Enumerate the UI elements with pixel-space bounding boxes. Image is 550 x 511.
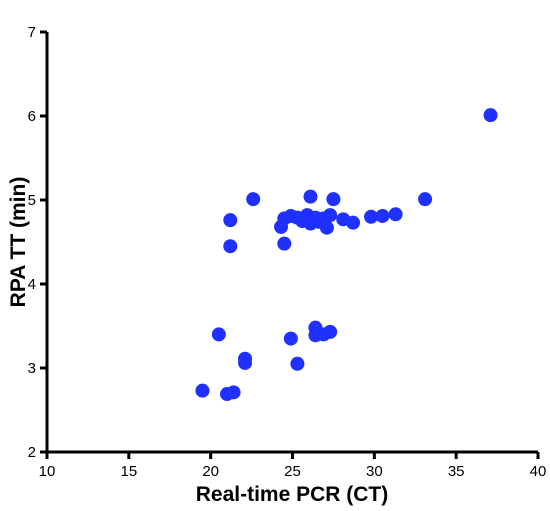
x-axis-ticks: 10 15 20 25 30 35 40 [39,452,547,480]
y-axis-title: RPA TT (min) [7,177,30,308]
scatter-point [277,236,292,251]
axes [45,32,538,454]
y-tick-label: 2 [28,444,36,461]
x-tick-label: 35 [448,463,465,480]
scatter-point [283,331,298,346]
scatter-point [195,383,210,398]
data-points [195,108,498,402]
scatter-point [246,192,261,207]
y-tick-label: 4 [28,276,36,293]
x-tick-label: 40 [530,463,547,480]
scatter-point [323,208,338,223]
x-tick-label: 20 [202,463,219,480]
scatter-point [211,327,226,342]
scatter-point [223,239,238,254]
scatter-point [226,385,241,400]
x-tick-label: 25 [284,463,301,480]
scatter-point [290,356,305,371]
scatter-point [483,108,498,123]
scatter-point [303,189,318,204]
y-tick-label: 3 [28,360,36,377]
y-tick-label: 5 [28,192,36,209]
y-axis-ticks: 2 3 4 5 6 7 [28,24,47,461]
scatter-point [238,355,253,370]
scatter-point [346,215,361,230]
x-axis-title: Real-time PCR (CT) [196,483,389,506]
scatter-point [323,324,338,339]
x-tick-label: 15 [120,463,137,480]
scatter-point [223,213,238,228]
scatter-point [319,220,334,235]
scatter-point [418,192,433,207]
x-tick-label: 10 [39,463,56,480]
scatter-point [326,192,341,207]
y-tick-label: 7 [28,24,36,41]
scatter-point [388,207,403,222]
scatter-point [375,208,390,223]
y-tick-label: 6 [28,108,36,125]
x-tick-label: 30 [366,463,383,480]
scatter-point [364,209,379,224]
